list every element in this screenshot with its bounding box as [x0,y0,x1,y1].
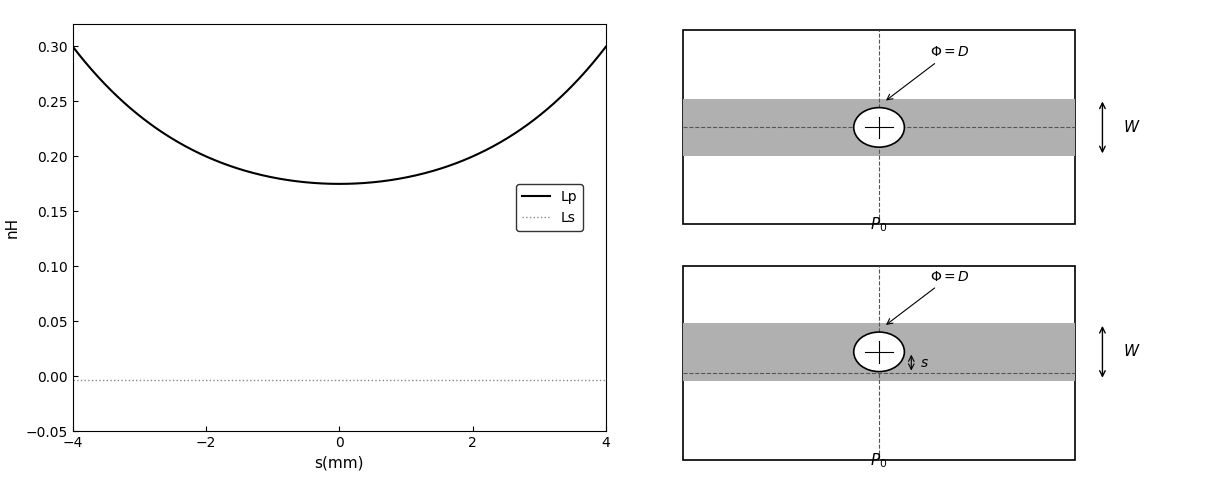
Bar [684,323,1075,381]
Y-axis label: nH: nH [5,217,21,239]
Bar [684,30,1075,224]
Bar [684,98,1075,156]
Text: W: W [1124,120,1138,135]
Legend: Lp, Ls: Lp, Ls [516,185,583,230]
Circle shape [853,108,904,147]
Bar [684,266,1075,460]
Text: s: s [921,356,927,369]
Text: $\Phi=D$: $\Phi=D$ [887,45,970,100]
Text: W: W [1124,344,1138,359]
X-axis label: s(mm): s(mm) [315,456,364,470]
Text: $\Phi=D$: $\Phi=D$ [887,270,970,324]
Text: $P_0$: $P_0$ [870,216,887,235]
Text: $P_0$: $P_0$ [870,451,887,470]
Circle shape [853,332,904,371]
